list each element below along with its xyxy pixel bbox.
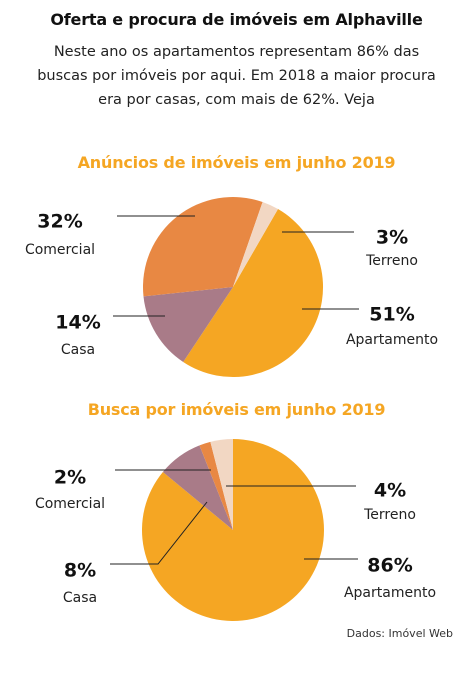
source-note: Dados: Imóvel Web [346, 627, 453, 640]
chart1-title: Anúncios de imóveis em junho 2019 [77, 153, 396, 172]
category-label-apartamento: Apartamento [346, 332, 438, 348]
category-label-casa: Casa [63, 590, 97, 606]
leader-line-casa [110, 501, 208, 565]
data-label-apartamento: 86% [367, 555, 412, 577]
slice-casa [143, 287, 233, 362]
category-label-comercial: Comercial [35, 496, 105, 512]
data-label-casa: 8% [64, 560, 96, 582]
slice-terreno [233, 202, 278, 287]
page-title: Oferta e procura de imóveis em Alphavill… [50, 10, 423, 29]
slice-apartamento [141, 439, 324, 621]
category-label-casa: Casa [61, 342, 95, 358]
slice-casa [162, 445, 233, 530]
data-label-apartamento: 51% [369, 304, 414, 326]
slice-terreno [210, 439, 233, 530]
category-label-terreno: Terreno [365, 253, 418, 269]
category-label-comercial: Comercial [25, 242, 95, 258]
data-label-comercial: 2% [54, 467, 86, 489]
pie-chart-anuncios: 51% Apartamento 14% Casa 32% Comercial 3% Terre… [25, 197, 438, 378]
data-label-terreno: 3% [376, 227, 408, 249]
category-label-apartamento: Apartamento [344, 585, 436, 601]
data-label-casa: 14% [55, 312, 100, 334]
chart2-title: Busca por imóveis em junho 2019 [87, 400, 386, 419]
page-subtitle: Neste ano os apartamentos representam 86… [37, 44, 436, 108]
slice-comercial [142, 197, 263, 297]
slice-apartamento [183, 209, 324, 378]
data-label-comercial: 32% [37, 211, 82, 233]
slice-comercial [199, 441, 233, 530]
data-label-terreno: 4% [374, 480, 406, 502]
category-label-terreno: Terreno [363, 507, 416, 523]
